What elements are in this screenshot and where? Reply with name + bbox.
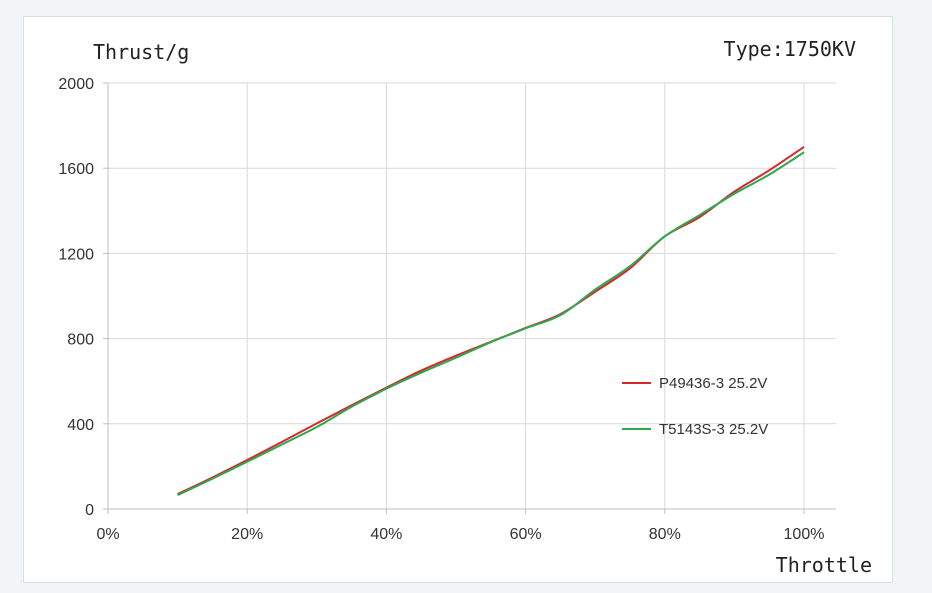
series-line-1 — [177, 146, 805, 495]
axes — [103, 82, 836, 514]
x-tick-label: 100% — [784, 526, 825, 543]
y-tick-label: 800 — [67, 332, 94, 349]
legend-label-series-2: T5143S-3 25.2V — [659, 421, 768, 438]
x-axis-label: Throttle — [776, 553, 872, 577]
y-tick-label: 1600 — [58, 161, 94, 178]
x-tick-label: 60% — [510, 526, 542, 543]
x-tick-label: 0% — [96, 526, 119, 543]
y-tick-label: 0 — [85, 502, 94, 519]
chart-annotation: Type:1750KV — [724, 37, 856, 61]
series-lines — [177, 146, 805, 497]
line-chart: 0% 20% 40% 60% 80% 100% 0 400 800 1200 1600 2000 T… — [58, 37, 872, 577]
y-tick-label: 2000 — [58, 76, 94, 93]
grid-lines — [108, 82, 836, 509]
series-line-2 — [177, 151, 805, 497]
y-tick-labels: 0 400 800 1200 1600 2000 — [58, 76, 94, 519]
x-tick-labels: 0% 20% 40% 60% 80% 100% — [96, 526, 824, 543]
chart-frame: 0% 20% 40% 60% 80% 100% 0 400 800 1200 1600 2000 T… — [23, 16, 893, 583]
x-tick-label: 20% — [231, 526, 263, 543]
x-tick-label: 80% — [649, 526, 681, 543]
legend-label-series-1: P49436-3 25.2V — [659, 375, 767, 392]
y-tick-label: 400 — [67, 417, 94, 434]
y-tick-label: 1200 — [58, 246, 94, 263]
y-axis-label: Thrust/g — [93, 40, 189, 64]
legend: P49436-3 25.2V T5143S-3 25.2V — [622, 375, 768, 438]
x-tick-label: 40% — [370, 526, 402, 543]
